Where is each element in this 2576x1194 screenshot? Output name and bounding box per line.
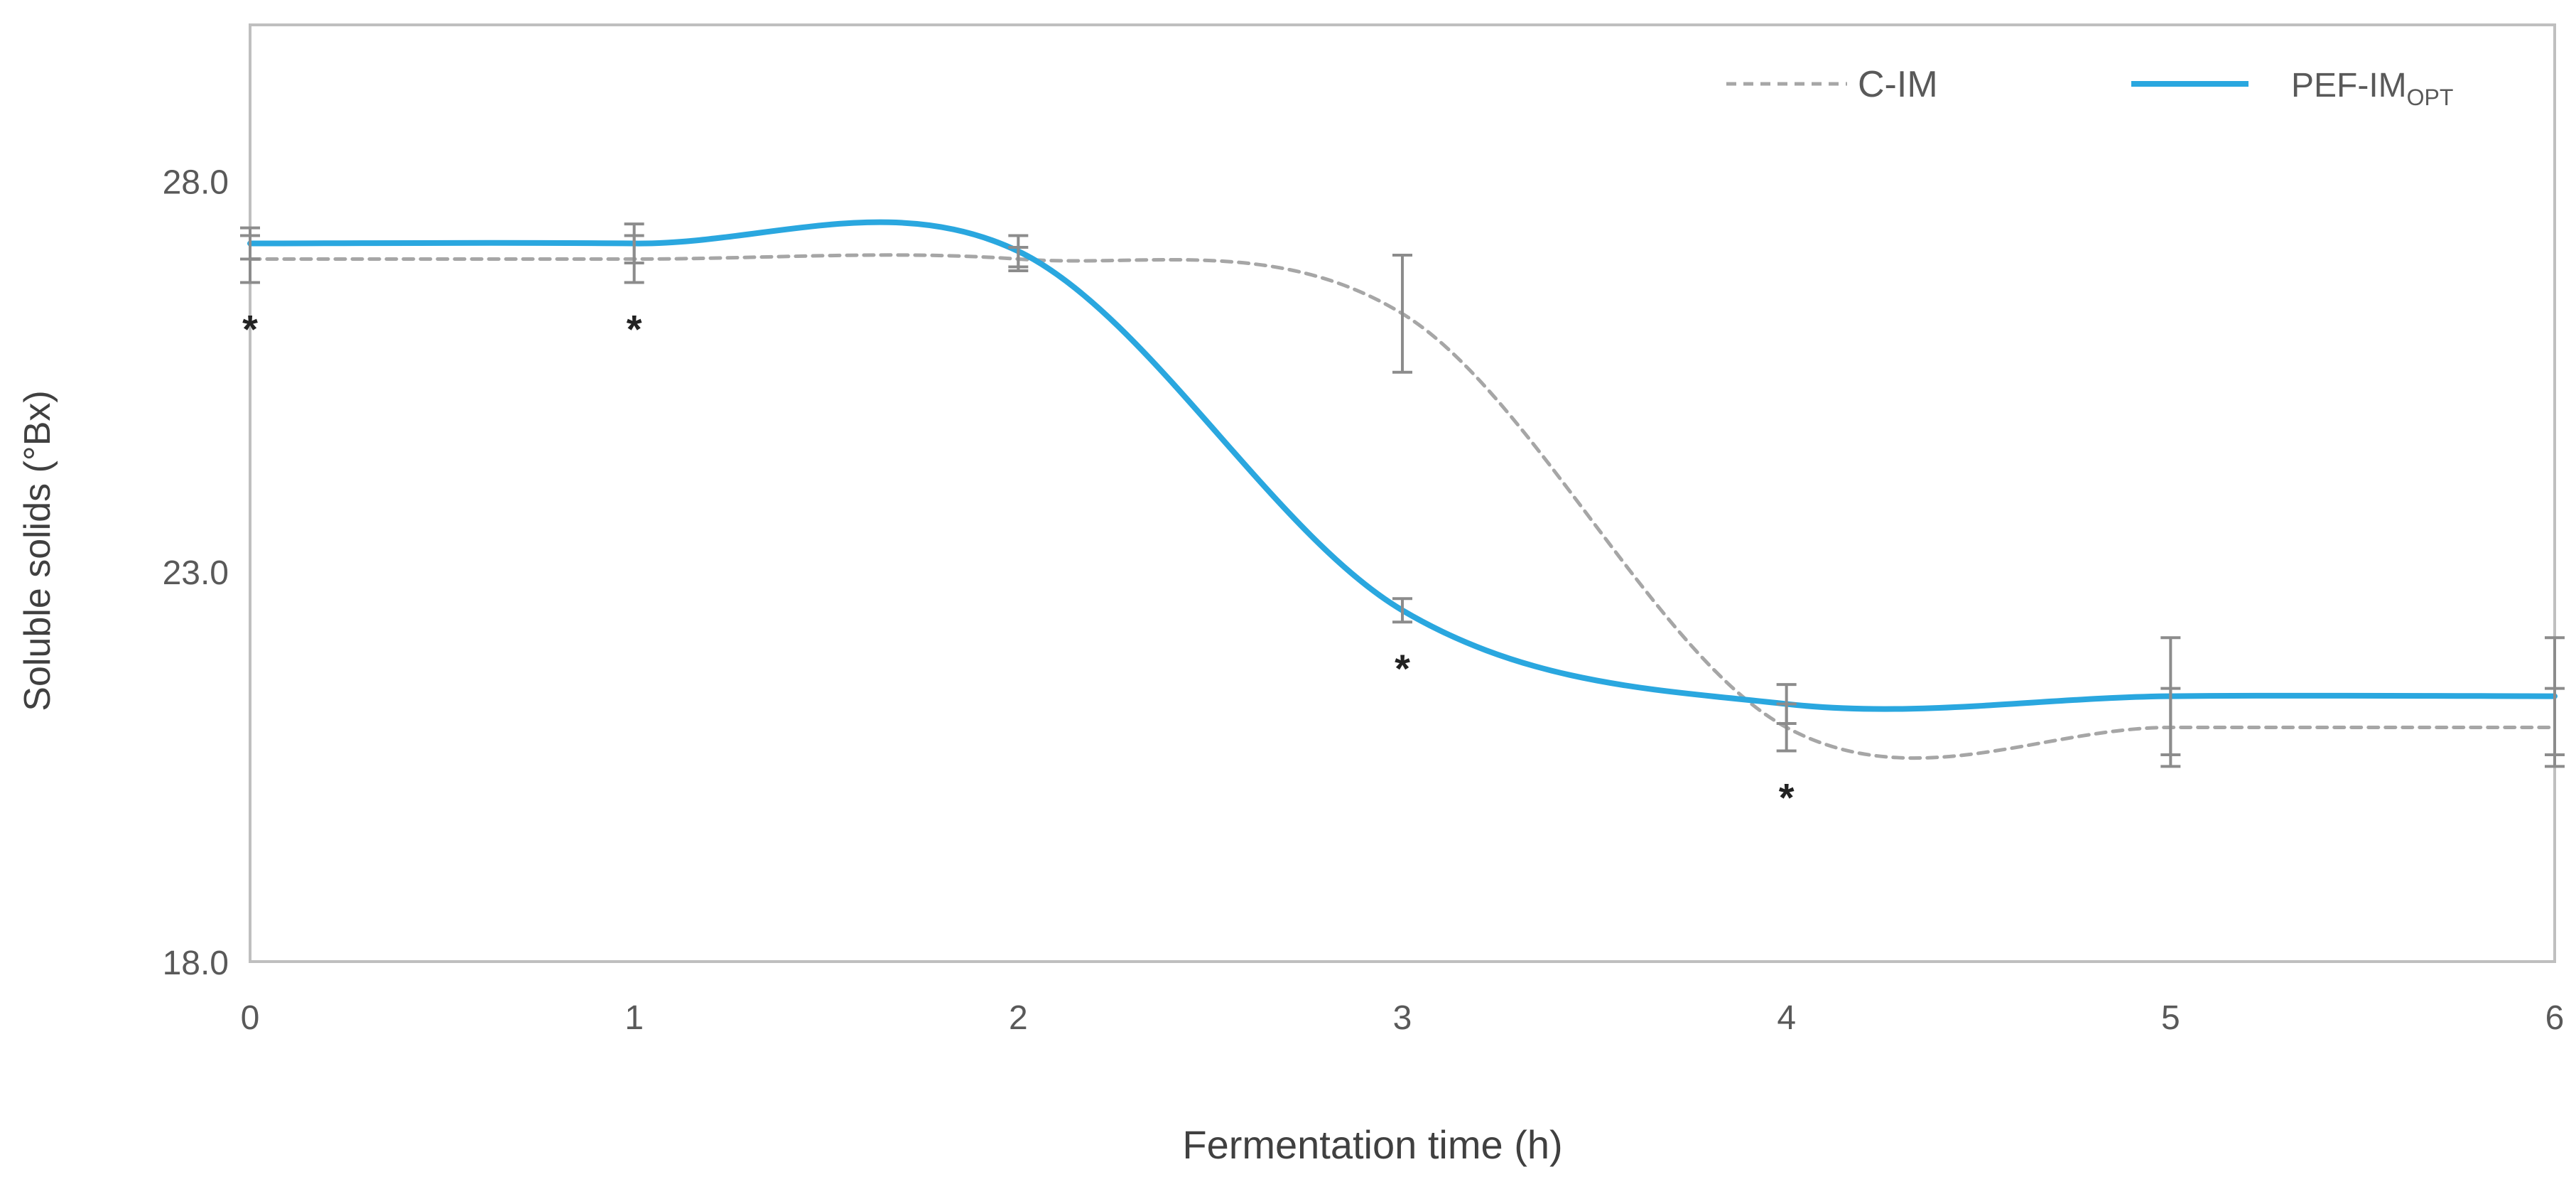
x-tick-label: 6 <box>2545 999 2565 1037</box>
x-tick-label: 2 <box>1009 999 1028 1037</box>
x-tick-label: 4 <box>1777 999 1796 1037</box>
error-bar <box>240 226 260 261</box>
significance-marker: * <box>1779 775 1795 819</box>
error-bar <box>1776 683 1797 726</box>
x-tick-label: 5 <box>2161 999 2180 1037</box>
plot-frame <box>249 23 2556 963</box>
y-tick-label: 23.0 <box>163 554 229 592</box>
x-tick-label: 1 <box>624 999 644 1037</box>
error-bar <box>1392 597 1412 624</box>
significance-marker: * <box>242 306 258 351</box>
y-axis-label: Soluble solids (°Bx) <box>17 390 58 711</box>
legend: C-IM PEF-IMOPT <box>1726 64 2453 110</box>
x-tick-label: 3 <box>1393 999 1412 1037</box>
error-bar <box>624 222 644 264</box>
y-axis-ticks: 18.0 23.0 28.0 <box>163 164 229 982</box>
annotation-layer: * * * * <box>242 306 1795 819</box>
legend-label-pef-im-sub: OPT <box>2407 85 2454 110</box>
error-bar <box>1008 234 1029 269</box>
error-bar <box>2160 636 2181 756</box>
error-bar <box>1392 254 1412 374</box>
significance-marker: * <box>627 306 642 351</box>
legend-label-pef-im-main: PEF-IM <box>2291 67 2407 104</box>
error-bar <box>2545 636 2565 756</box>
legend-label-pef-im: PEF-IMOPT <box>2291 67 2453 110</box>
x-axis-ticks: 0 1 2 3 4 5 6 <box>241 999 2565 1037</box>
x-tick-label: 0 <box>241 999 260 1037</box>
significance-marker: * <box>1395 646 1410 691</box>
y-tick-label: 28.0 <box>163 164 229 202</box>
legend-label-c-im: C-IM <box>1858 64 1938 105</box>
series-line-0 <box>248 253 2557 760</box>
y-tick-label: 18.0 <box>163 945 229 982</box>
x-axis-label: Fermentation time (h) <box>1182 1122 1562 1167</box>
errorbar-layer <box>240 222 2565 768</box>
